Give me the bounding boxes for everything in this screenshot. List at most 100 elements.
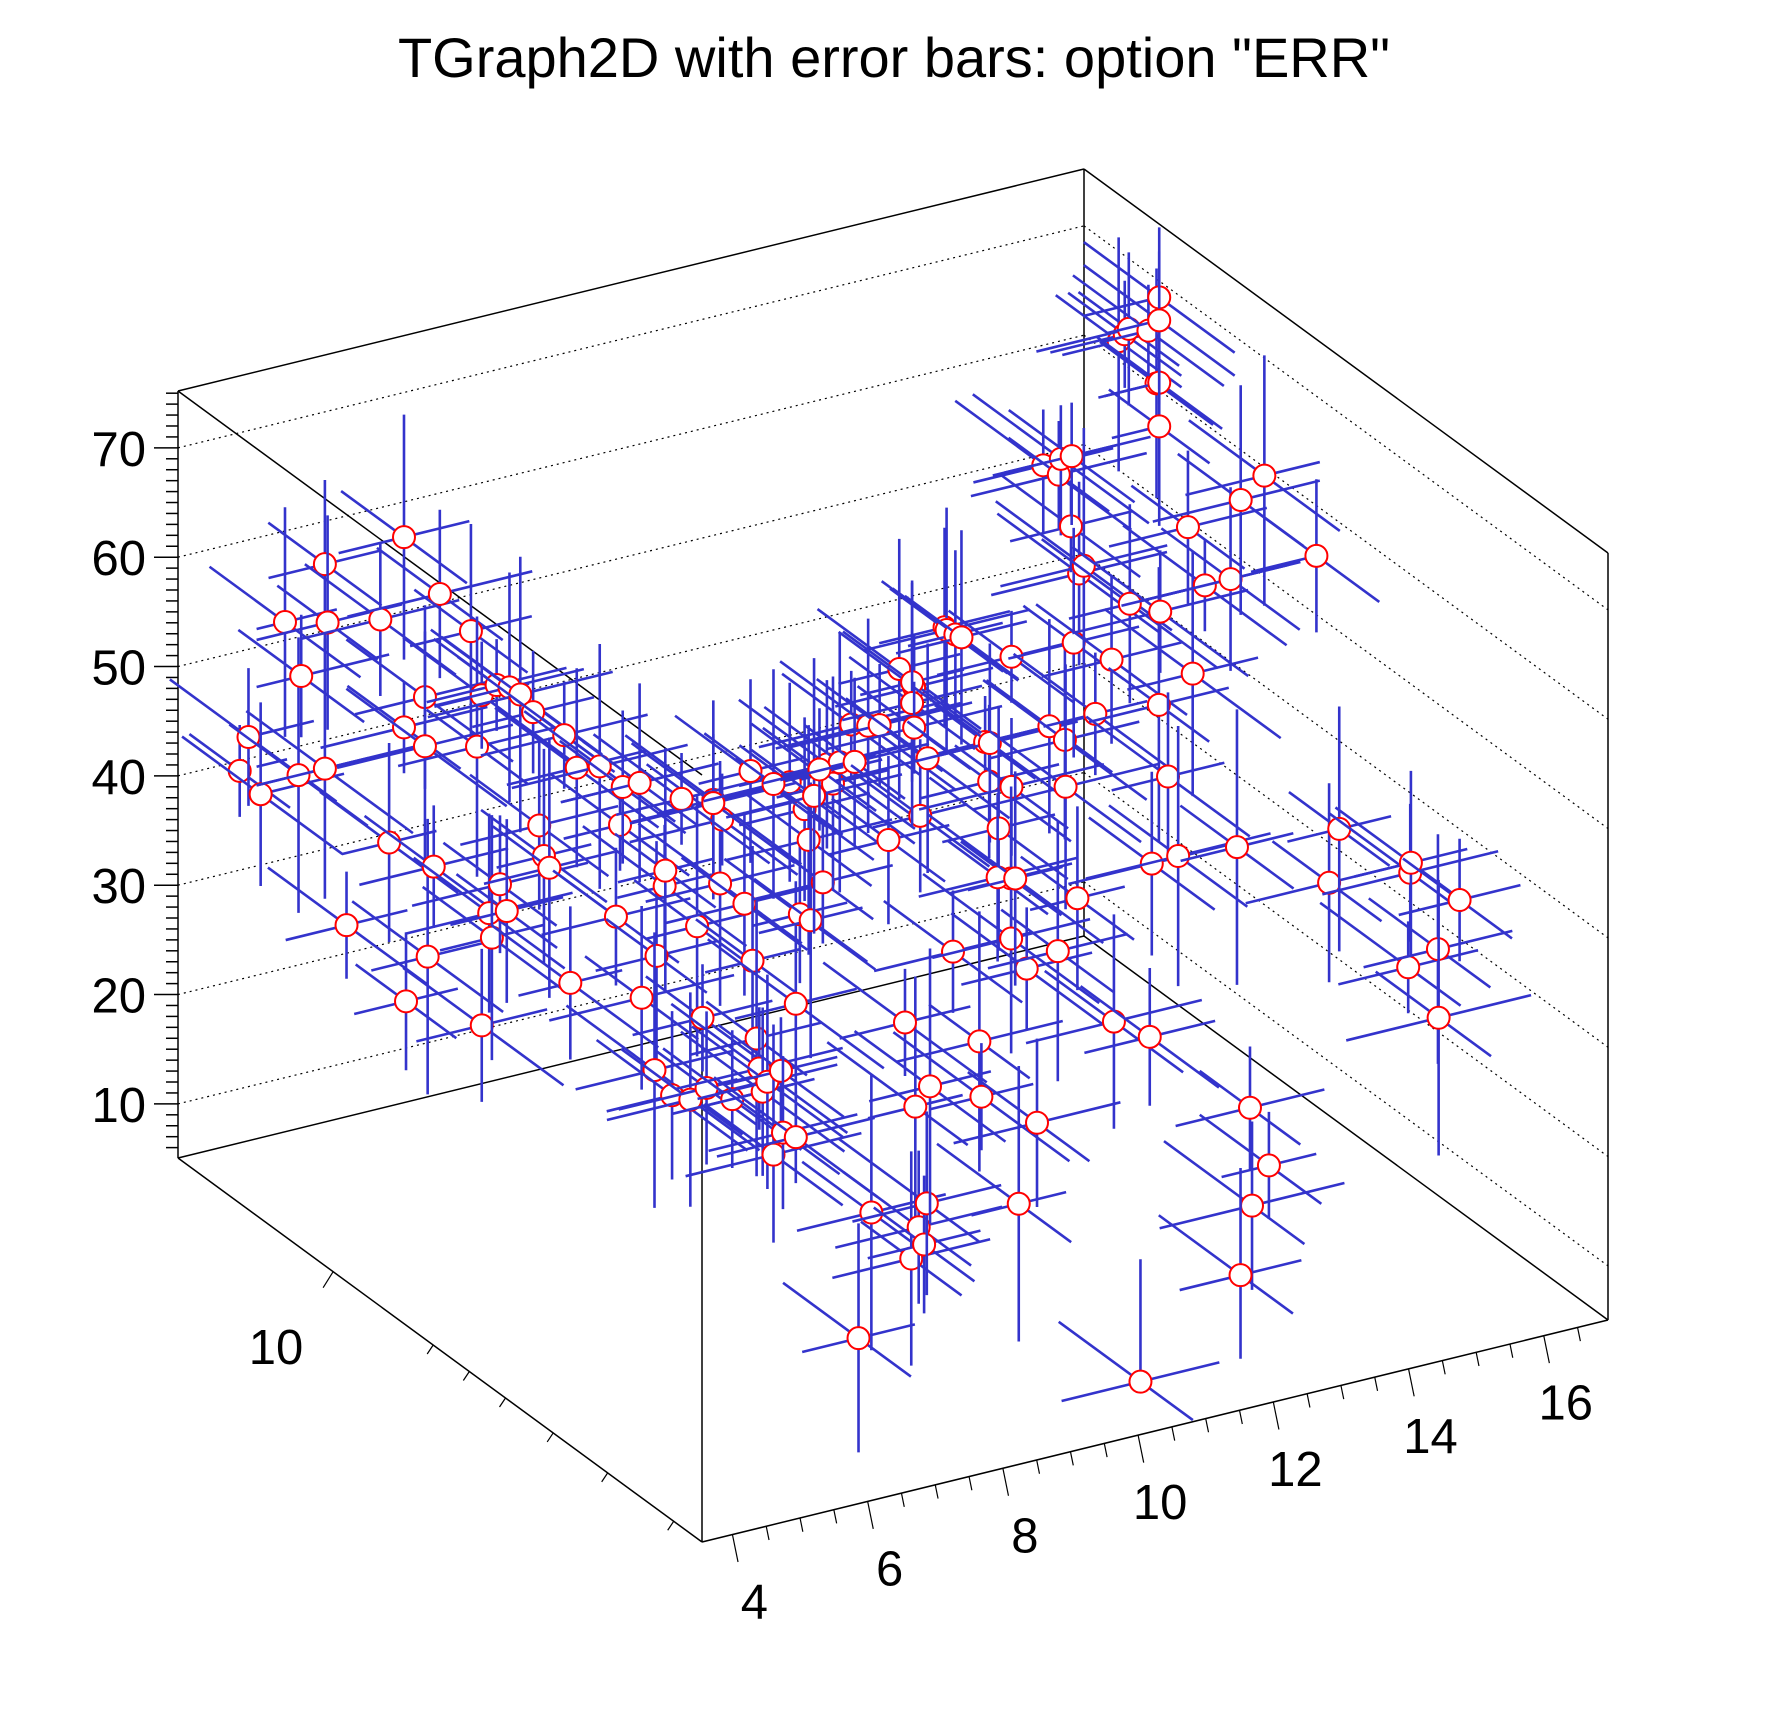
point-marker	[334, 913, 359, 938]
point-marker	[1175, 515, 1200, 540]
data-point	[987, 821, 1128, 1082]
point-marker	[1146, 692, 1171, 717]
data-point	[1071, 546, 1250, 678]
data-point	[901, 643, 1079, 843]
data-point	[717, 1017, 845, 1125]
x-error-bar	[1185, 460, 1321, 497]
point-marker	[1426, 1005, 1451, 1030]
point-marker	[1147, 308, 1172, 333]
data-point	[1179, 709, 1295, 985]
z-tick-label: 60	[91, 532, 146, 586]
point-marker	[394, 989, 419, 1014]
point-marker	[796, 827, 821, 852]
point-marker	[740, 948, 765, 973]
x-minor-tick	[1036, 1459, 1041, 1474]
z-gridline-right	[1083, 881, 1609, 1267]
data-point	[490, 906, 660, 1060]
x-minor-tick	[1509, 1343, 1514, 1358]
point-marker	[1099, 647, 1124, 672]
point-marker	[1045, 939, 1070, 964]
y-minor-tick	[426, 1344, 434, 1355]
frame-edge	[177, 935, 1085, 1159]
frame-edge	[177, 1157, 703, 1543]
z-axis: 10 20 30 40 50 60 70	[91, 392, 178, 1149]
x-tick-label: 12	[1268, 1443, 1323, 1497]
point-marker	[527, 813, 552, 838]
y-error-bar	[1057, 1320, 1194, 1422]
point-marker	[1240, 1193, 1265, 1218]
point-marker	[458, 619, 483, 644]
data-point	[1085, 725, 1271, 987]
data-point	[1185, 355, 1341, 606]
point-marker	[914, 1191, 939, 1216]
point-marker	[1156, 764, 1181, 789]
z-gridline-right	[1083, 662, 1609, 1048]
z-tick-label: 20	[91, 970, 146, 1024]
y-minor-tick	[667, 1520, 675, 1531]
x-minor-tick	[1576, 1327, 1581, 1342]
data-point	[351, 818, 504, 1095]
data-point	[1020, 806, 1135, 991]
point-marker	[272, 610, 297, 635]
frame-front-edges	[177, 1157, 1609, 1543]
point-marker	[469, 1013, 494, 1038]
x-minor-tick	[1340, 1385, 1345, 1400]
x-major-tick	[1407, 1368, 1415, 1397]
y-error-bar	[842, 1170, 972, 1267]
point-marker	[1224, 835, 1249, 860]
point-marker	[900, 691, 925, 716]
data-point	[1250, 479, 1381, 633]
data-point	[338, 414, 470, 660]
frame-edge	[177, 168, 1085, 392]
point-marker	[798, 908, 823, 933]
point-marker	[918, 1074, 943, 1099]
point-marker	[629, 985, 654, 1010]
point-marker	[912, 1232, 937, 1257]
point-marker	[421, 854, 446, 879]
point-marker	[761, 771, 786, 796]
data-point	[827, 755, 950, 925]
data-point	[1158, 1168, 1302, 1359]
data-point	[560, 683, 719, 883]
point-marker	[312, 756, 337, 781]
point-marker	[653, 858, 678, 883]
point-marker	[1228, 1263, 1253, 1288]
data-point	[1159, 1121, 1345, 1290]
x-minor-tick	[1441, 1360, 1446, 1375]
y-error-bar	[782, 1281, 912, 1378]
x-major-tick	[731, 1534, 739, 1563]
z-gridline-right	[1083, 772, 1609, 1158]
x-minor-tick	[1374, 1377, 1379, 1391]
data-point	[895, 530, 1028, 745]
point-marker	[412, 734, 437, 759]
point-marker	[1447, 888, 1472, 913]
data-point	[674, 679, 827, 863]
x-major-tick	[1272, 1401, 1280, 1430]
x-minor-tick	[833, 1509, 838, 1524]
point-marker	[1101, 1009, 1126, 1034]
data-point	[838, 1111, 1002, 1296]
y-axis: 10	[249, 1271, 675, 1531]
point-marker	[903, 1094, 928, 1119]
point-marker	[644, 943, 669, 968]
data-points	[169, 227, 1532, 1453]
data-point	[359, 805, 509, 928]
chart-title: TGraph2D with error bars: option "ERR"	[398, 26, 1390, 89]
x-error-bar	[256, 744, 418, 787]
point-marker	[587, 754, 612, 779]
frame-edge	[1083, 935, 1609, 1321]
point-marker	[876, 828, 901, 853]
data-point	[922, 823, 1100, 1054]
data-point	[708, 1056, 858, 1210]
point-marker	[1003, 866, 1028, 891]
data-point	[1085, 692, 1251, 861]
data-point	[353, 932, 459, 1071]
data-point	[665, 811, 824, 996]
x-major-tick	[1137, 1435, 1145, 1463]
y-error-bar	[1327, 811, 1464, 913]
x-major-tick	[1002, 1468, 1010, 1496]
x-minor-tick	[1238, 1410, 1243, 1425]
point-marker	[1147, 414, 1172, 439]
x-major-tick	[1543, 1335, 1550, 1364]
